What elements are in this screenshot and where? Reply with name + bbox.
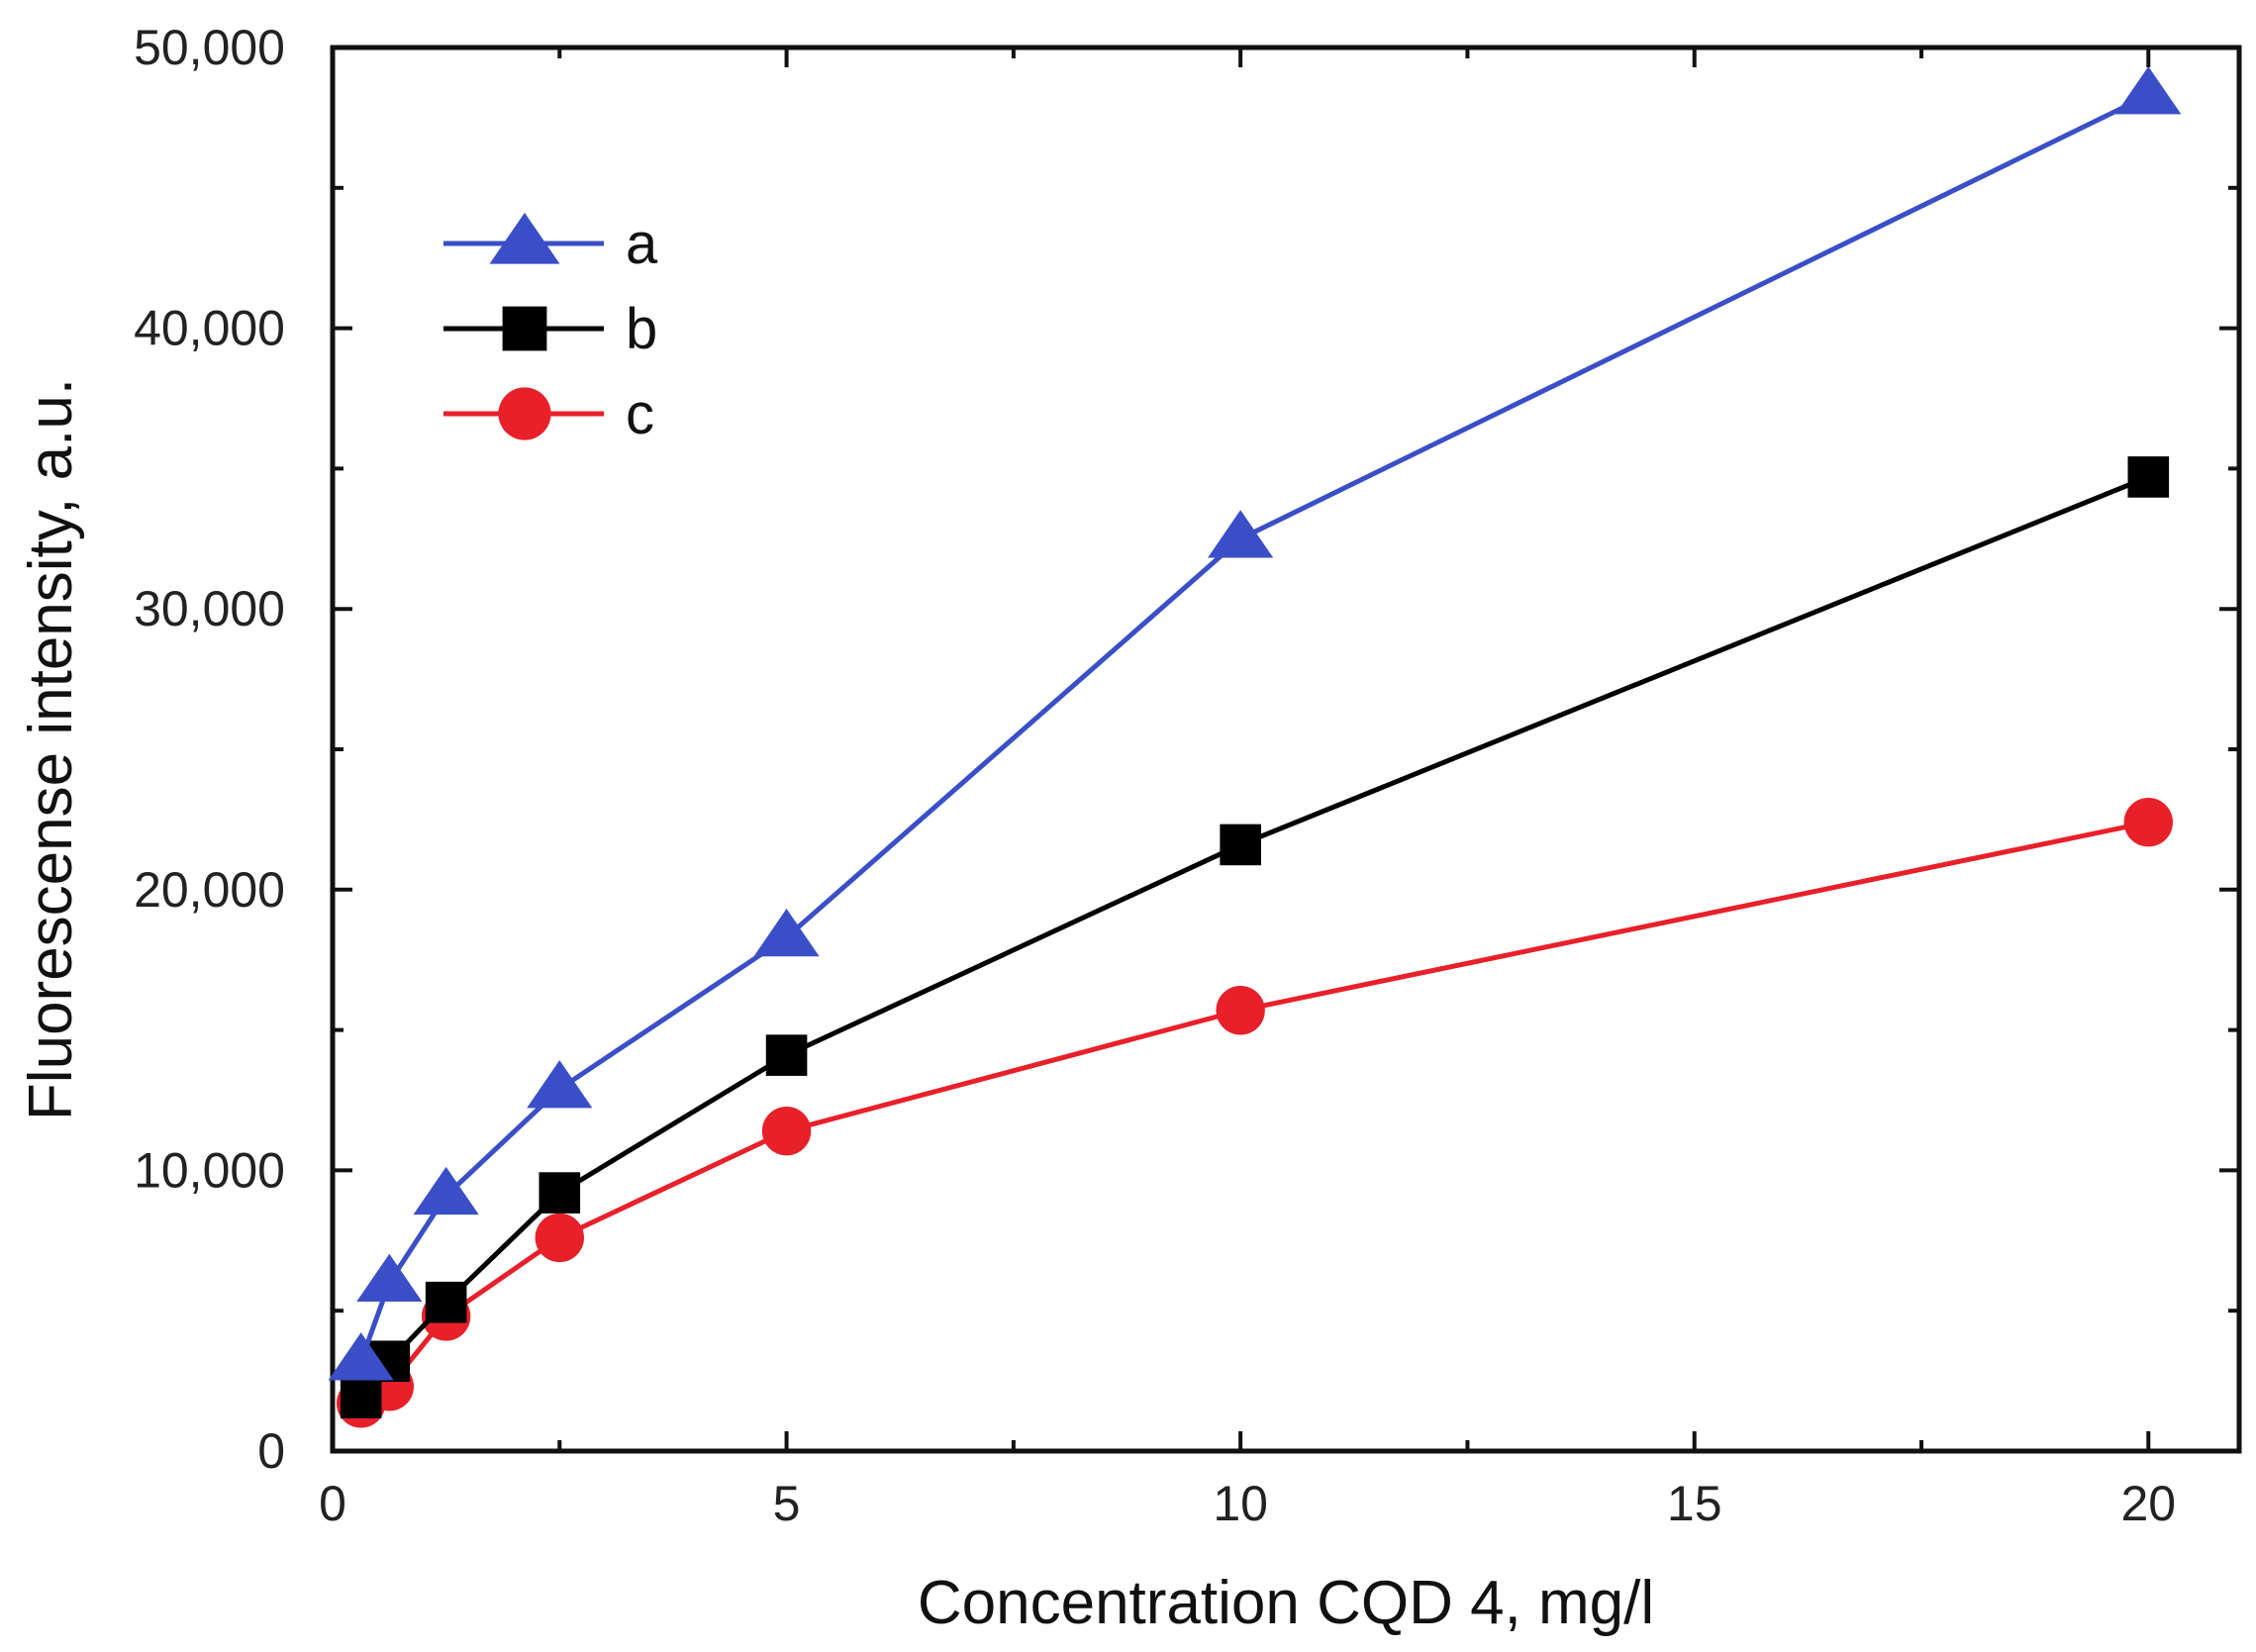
series-b-point — [340, 1377, 382, 1418]
series-c-line — [359, 820, 2149, 1406]
series-a — [328, 66, 2182, 1381]
series-a-point — [413, 1166, 479, 1215]
series-a-point — [2115, 66, 2182, 115]
legend-item-b: b — [443, 297, 657, 361]
y-tick-label: 10,000 — [134, 1142, 285, 1198]
series-c-point — [535, 1213, 584, 1263]
x-tick-label: 5 — [773, 1476, 801, 1531]
y-tick-label: 50,000 — [134, 20, 285, 75]
x-tick-label: 0 — [319, 1476, 346, 1531]
series-b-point — [765, 1034, 808, 1076]
series-b-point — [2127, 456, 2170, 498]
legend-marker — [502, 306, 547, 351]
series-layer — [328, 66, 2182, 1428]
series-a-point — [1208, 510, 1274, 558]
y-axis-title: Fluorescense intensity, a.u. — [17, 378, 85, 1120]
series-c-point — [1216, 986, 1265, 1035]
legend-label: b — [626, 297, 657, 361]
y-tick-label: 0 — [257, 1423, 285, 1479]
x-tick-label: 20 — [2120, 1476, 2176, 1531]
series-a-line — [358, 92, 2150, 1363]
plot-frame — [330, 45, 2242, 1454]
series-c-point — [2123, 798, 2173, 847]
series-c — [336, 798, 2173, 1428]
legend-marker — [489, 212, 560, 264]
x-axis-title: Concentration CQD 4, mg/l — [918, 1569, 1654, 1637]
series-b-point — [425, 1281, 467, 1323]
axes-layer: 0 5 10 15 20 0 10,000 20,000 30,000 40,000 50,000 — [134, 20, 2242, 1531]
legend-label: c — [626, 382, 654, 446]
legend-marker — [498, 387, 551, 440]
series-a-point — [753, 908, 820, 957]
legend-item-a: a — [443, 212, 658, 276]
legend: abc — [443, 212, 658, 446]
series-a-point — [328, 1332, 394, 1381]
x-tick-label: 10 — [1213, 1476, 1268, 1531]
series-a-point — [527, 1060, 593, 1109]
series-a-point — [356, 1253, 423, 1303]
x-tick-label: 15 — [1667, 1476, 1722, 1531]
y-tick-label: 30,000 — [134, 581, 285, 636]
series-b-line — [358, 474, 2150, 1400]
series-b-point — [1220, 824, 1261, 866]
series-b — [340, 456, 2170, 1418]
y-tick-label: 40,000 — [134, 301, 285, 356]
legend-item-c: c — [443, 382, 654, 446]
series-c-point — [761, 1106, 812, 1156]
y-tick-label: 20,000 — [134, 862, 285, 918]
legend-label: a — [626, 212, 658, 276]
series-b-point — [539, 1172, 581, 1214]
